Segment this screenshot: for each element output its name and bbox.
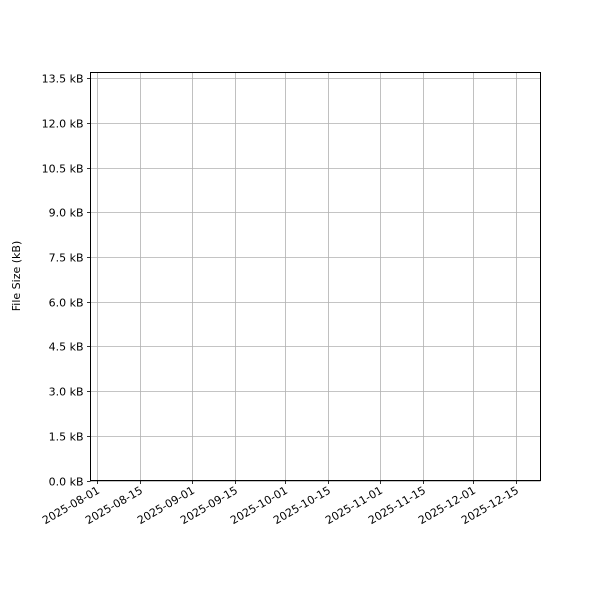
y-tick-label: 12.0 kB xyxy=(42,118,84,131)
y-tick-label: 7.5 kB xyxy=(49,252,84,265)
y-tick-label: 6.0 kB xyxy=(49,297,84,310)
y-tick-label: 0.0 kB xyxy=(49,476,84,489)
y-tick-label: 1.5 kB xyxy=(49,431,84,444)
y-tick-label: 3.0 kB xyxy=(49,386,84,399)
plot-frame xyxy=(90,72,541,481)
y-tick-label: 4.5 kB xyxy=(49,341,84,354)
x-axis: 2025-08-012025-08-152025-09-012025-09-15… xyxy=(40,480,521,527)
y-axis-label: File Size (kB) xyxy=(10,241,23,311)
y-tick-label: 13.5 kB xyxy=(42,73,84,86)
grid xyxy=(90,72,541,482)
y-tick-label: 10.5 kB xyxy=(42,163,84,176)
y-tick-label: 9.0 kB xyxy=(49,207,84,220)
y-axis: 0.0 kB 1.5 kB 3.0 kB 4.5 kB 6.0 kB 7.5 kB 9.0 … xyxy=(42,73,91,489)
